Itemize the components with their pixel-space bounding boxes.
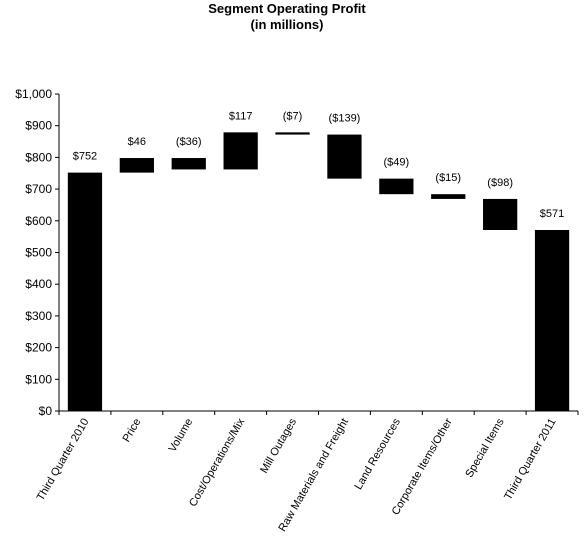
bar-3 [223, 132, 258, 170]
y-tick-label: $700 [25, 182, 52, 196]
data-label-6: ($49) [384, 157, 410, 169]
category-label-1: Price [121, 417, 144, 445]
y-tick-label: $900 [25, 119, 52, 133]
data-label-0: $752 [73, 151, 97, 163]
data-label-4: ($7) [283, 110, 303, 122]
category-labels: Third Quarter 2010 Price VolumeCost/Operat… [35, 416, 559, 534]
category-label-9: Third Quarter 2011 [502, 417, 558, 503]
bar-0 [67, 172, 103, 411]
data-label-1: $46 [128, 136, 146, 148]
category-label-8: Special Items [463, 416, 507, 480]
y-tick-label: $200 [25, 341, 52, 355]
bar-5 [327, 134, 362, 179]
data-label-7: ($15) [435, 172, 461, 184]
y-tick-label: $1,000 [15, 87, 52, 101]
y-tick-label: $0 [39, 404, 53, 418]
y-tick-label: $500 [25, 246, 52, 260]
category-label-6: Land Resources [353, 416, 404, 492]
bar-7 [431, 194, 466, 199]
y-tick-label: $800 [25, 150, 52, 164]
data-label-3: $117 [229, 110, 253, 122]
category-label-2: Volume [167, 417, 196, 455]
data-label-9: $571 [540, 208, 564, 220]
bar-2 [171, 158, 206, 170]
y-tick-label: $300 [25, 309, 52, 323]
bar-1 [119, 158, 154, 173]
bars [67, 132, 570, 411]
category-label-4: Mill Outages [258, 416, 299, 475]
category-label-7: Corporate Items/Other [390, 416, 455, 517]
axes: $0 $100 $200 $300 $400 $500 $600 $700 $800 $900 $1… [15, 87, 579, 418]
category-label-3: Cost/Operations/Mix [187, 416, 247, 509]
data-label-2: ($36) [176, 136, 202, 148]
chart-title: Segment Operating Profit [208, 1, 366, 16]
bar-9 [534, 229, 570, 411]
category-label-0: Third Quarter 2010 [35, 417, 92, 503]
bar-6 [379, 178, 414, 195]
y-tick-label: $600 [25, 214, 52, 228]
bar-4 [275, 132, 310, 135]
data-label-8: ($98) [487, 177, 513, 189]
data-labels: $752 $46 ($36) $117 ($7) ($139) ($49) ($15) ($98… [73, 110, 565, 220]
chart-subtitle: (in millions) [251, 17, 324, 32]
bar-8 [483, 198, 518, 230]
data-label-5: ($139) [329, 113, 361, 125]
y-tick-label: $100 [25, 372, 52, 386]
y-tick-label: $400 [25, 277, 52, 291]
